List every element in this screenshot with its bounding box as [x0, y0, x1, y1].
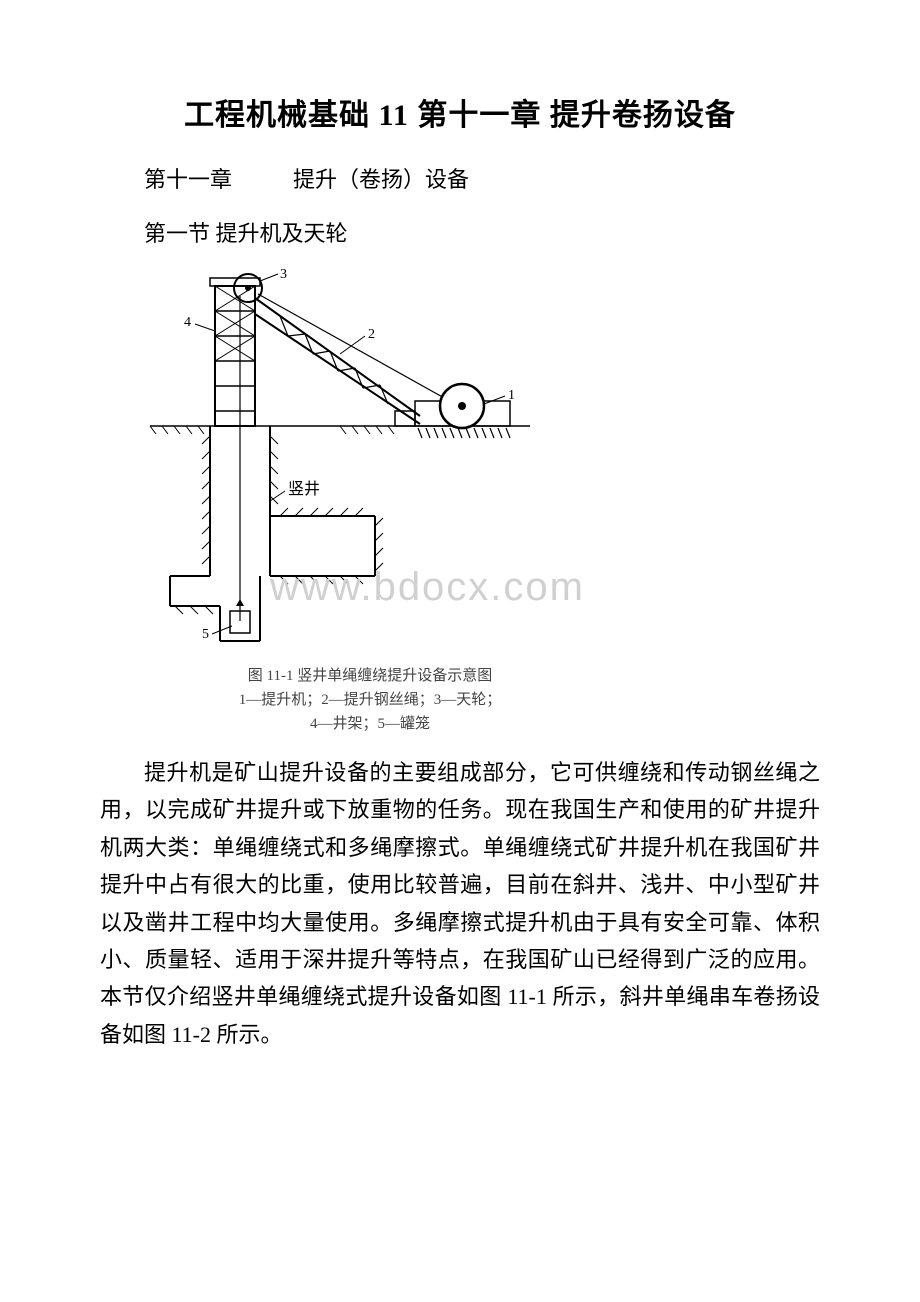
section-heading: 第一节 提升机及天轮 — [100, 216, 820, 248]
svg-text:4: 4 — [184, 315, 191, 330]
chapter-label: 第十一章 — [144, 167, 232, 192]
caption-legend-2: 4—井架；5—罐笼 — [0, 712, 820, 736]
caption-main: 图 11-1 竖井单绳缠绕提升设备示意图 — [0, 664, 820, 688]
svg-text:2: 2 — [368, 327, 375, 342]
chapter-heading: 第十一章 提升（卷扬）设备 — [100, 162, 820, 194]
svg-text:5: 5 — [202, 627, 209, 642]
svg-text:1: 1 — [508, 388, 515, 403]
body-paragraph: 提升机是矿山提升设备的主要组成部分，它可供缠绕和传动钢丝绳之用，以完成矿井提升或… — [100, 754, 820, 1053]
chapter-title: 提升（卷扬）设备 — [293, 167, 469, 192]
figure-diagram: 竖井 — [140, 266, 540, 656]
document-title: 工程机械基础 11 第十一章 提升卷扬设备 — [100, 90, 820, 134]
svg-text:3: 3 — [280, 267, 287, 282]
svg-text:竖井: 竖井 — [288, 480, 320, 498]
caption-legend-1: 1—提升机；2—提升钢丝绳；3—天轮； — [0, 688, 820, 712]
figure-caption: 图 11-1 竖井单绳缠绕提升设备示意图 1—提升机；2—提升钢丝绳；3—天轮；… — [0, 664, 820, 736]
